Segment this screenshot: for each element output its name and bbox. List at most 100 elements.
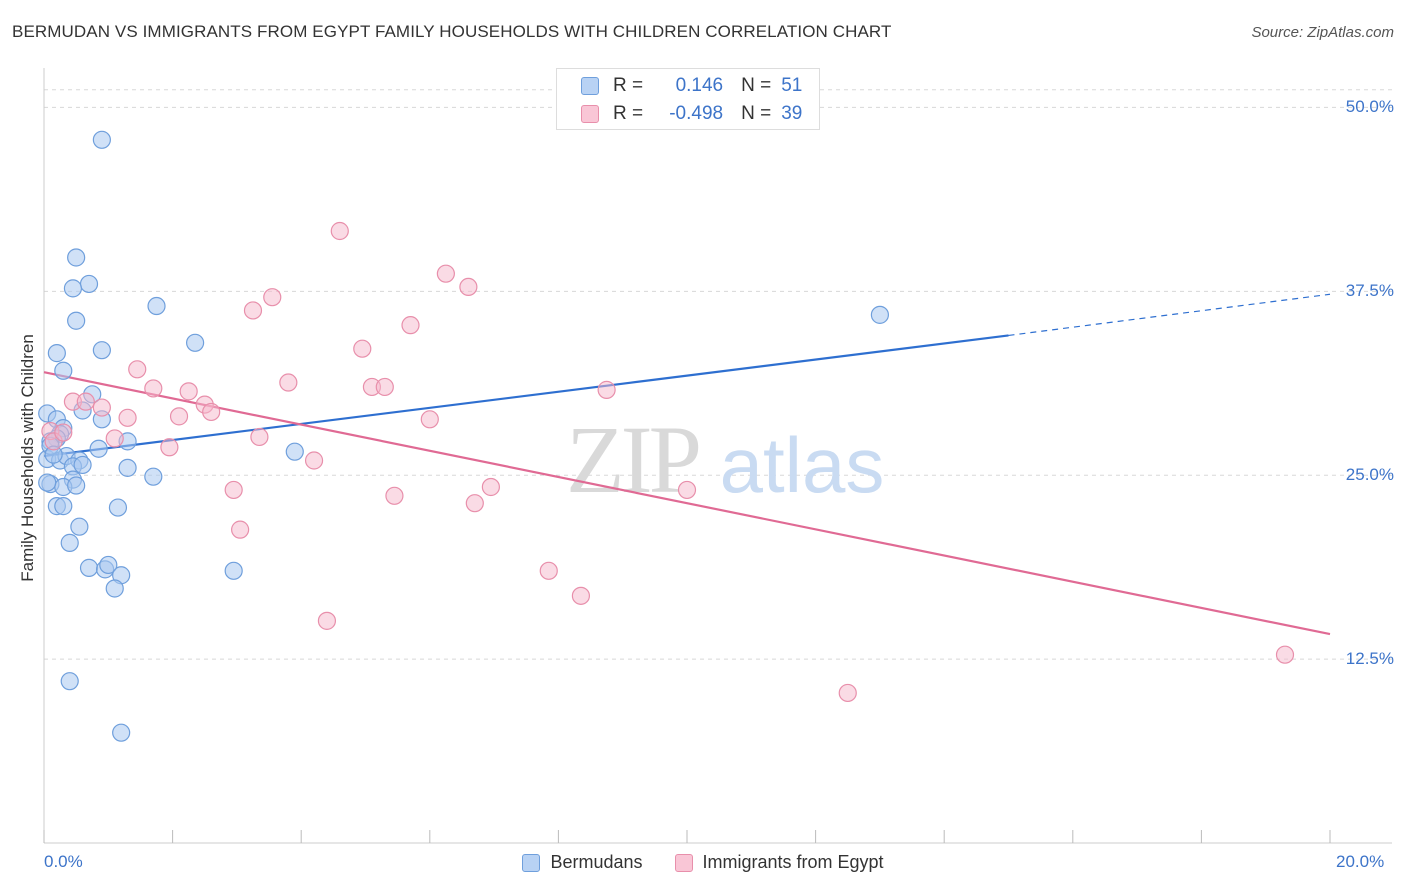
legend-n-label: N = [741,75,772,96]
legend-item-egypt: Immigrants from Egypt [674,852,884,873]
axes [43,68,1392,844]
data-point-bermudans [285,442,304,461]
data-point-egypt [385,486,404,505]
data-point-egypt [539,561,558,580]
data-point-egypt [465,494,484,513]
data-point-bermudans [60,533,79,552]
data-point-egypt [263,288,282,307]
legend-swatch-pink [674,853,693,872]
data-point-bermudans [67,311,86,330]
data-point-egypt [128,360,147,379]
data-point-egypt [179,382,198,401]
data-point-egypt [160,438,179,457]
data-point-bermudans [79,558,99,577]
y-tick-label: 50.0% [1345,97,1394,117]
data-point-bermudans [63,279,83,298]
trend-line-bermudans [43,334,1009,458]
source-label: Source: ZipAtlas.com [1251,24,1394,41]
trend-line-bermudans-extension [1008,293,1331,337]
grid-lines [44,89,1392,660]
legend-n-label: N = [741,103,772,124]
data-point-bermudans [99,555,118,575]
data-point-bermudans [224,561,243,580]
data-point-egypt [571,586,591,605]
watermark-atlas: atlas [720,421,885,509]
data-point-egypt [330,221,349,241]
data-point-egypt [420,410,439,429]
data-point-bermudans [60,672,79,691]
legend-label-bermudans: Bermudans [550,852,643,872]
data-point-egypt [1275,645,1295,664]
data-point-bermudans [108,498,128,517]
data-point-bermudans [144,467,163,486]
data-point-bermudans [92,130,111,149]
y-axis-label: Family Households with Children [18,334,37,582]
correlation-legend: R = 0.146 N = 51 R = -0.498 N = 39 [556,68,820,130]
data-point-egypt [353,339,372,358]
data-point-egypt [401,316,420,335]
y-tick-label: 25.0% [1345,465,1394,485]
data-point-egypt [243,301,263,320]
legend-r-value-1: 0.146 [675,75,724,96]
data-point-egypt [459,277,478,297]
x-tick-label-max: 20.0% [1336,852,1385,871]
watermark: ZIP atlas [566,406,884,513]
legend-row-egypt: R = -0.498 N = 39 [581,102,802,126]
data-point-egypt [76,392,95,411]
data-point-egypt [481,477,500,497]
series-egypt [41,221,1295,703]
data-point-egypt [202,402,221,422]
data-point-egypt [597,380,616,399]
data-point-egypt [54,423,73,442]
data-point-egypt [838,683,857,703]
data-point-egypt [105,429,124,448]
y-tick-label: 37.5% [1345,281,1394,301]
data-point-bermudans [105,579,124,598]
data-point-bermudans [92,341,111,360]
watermark-zip: ZIP [566,406,699,513]
legend-r-value-2: -0.498 [669,103,724,124]
data-point-egypt [118,408,137,427]
data-point-bermudans [118,458,137,477]
data-point-egypt [250,427,269,447]
data-point-egypt [224,480,243,500]
chart-title: BERMUDAN VS IMMIGRANTS FROM EGYPT FAMILY… [12,22,892,41]
legend-label-egypt: Immigrants from Egypt [702,852,884,872]
data-point-bermudans [79,274,99,294]
data-point-bermudans [47,344,66,363]
data-point-bermudans [73,455,92,475]
data-point-bermudans [54,361,73,380]
data-point-bermudans [147,296,166,316]
data-point-bermudans [67,248,86,267]
data-point-egypt [436,264,455,283]
legend-swatch-pink [581,105,599,123]
data-point-bermudans [54,497,73,516]
legend-n-value-1: 51 [781,75,803,96]
data-point-bermudans [67,476,86,495]
data-point-egypt [677,480,697,500]
y-tick-label: 12.5% [1345,649,1394,669]
data-point-egypt [92,398,111,417]
data-point-egypt [304,451,324,470]
data-point-egypt [279,373,298,392]
trend-line-egypt [43,371,1331,636]
series-legend: Bermudans Immigrants from Egypt [0,852,1406,873]
data-point-bermudans [38,473,57,492]
legend-swatch-blue [522,853,541,872]
legend-n-value-2: 39 [781,103,803,124]
x-tick-label-min: 0.0% [44,852,83,871]
data-point-bermudans [70,517,89,536]
data-point-egypt [317,611,337,630]
data-point-bermudans [186,333,205,352]
data-point-bermudans [89,439,108,458]
legend-r-label: R = [613,75,644,96]
data-point-egypt [375,377,394,397]
data-point-egypt [144,379,163,398]
legend-item-bermudans: Bermudans [522,852,643,873]
data-point-egypt [231,520,250,539]
legend-row-bermudans: R = 0.146 N = 51 [581,74,802,98]
data-point-bermudans [112,723,131,742]
data-point-egypt [169,407,189,426]
legend-r-label: R = [613,103,644,124]
